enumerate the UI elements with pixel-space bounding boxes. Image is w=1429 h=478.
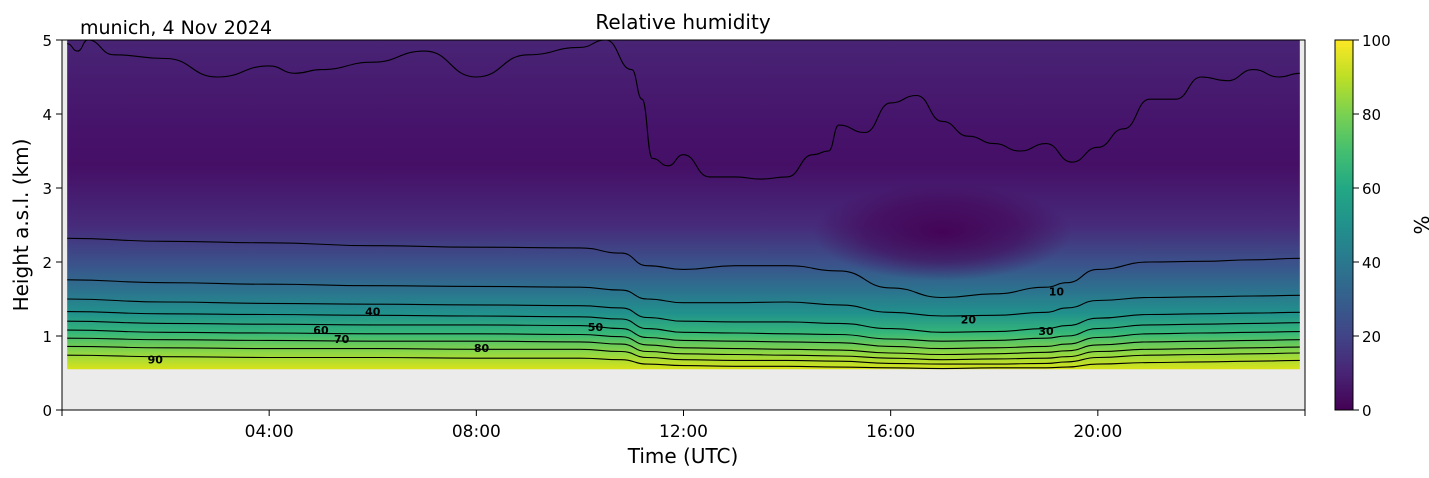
y-tick-label: 2 [42, 254, 52, 272]
y-tick-label: 3 [42, 180, 52, 198]
chart-title: Relative humidity [595, 10, 770, 34]
contour-label-20: 20 [961, 314, 977, 327]
colorbar-tick-label: 20 [1362, 328, 1381, 346]
contour-line-20 [67, 279, 1300, 317]
upper-contour-line [67, 40, 1300, 180]
y-axis: 0 1 2 3 4 5 [42, 32, 62, 420]
contour-line-70 [67, 337, 1300, 361]
colorbar-tick-label: 60 [1362, 180, 1381, 198]
contour-line-50 [67, 320, 1300, 350]
x-tick-label: 04:00 [245, 422, 294, 442]
contour-label-50: 50 [588, 321, 604, 334]
contour-label-10: 10 [1049, 286, 1065, 299]
contour-line-30 [67, 298, 1300, 333]
contour-label-30: 30 [1038, 325, 1054, 338]
colorbar-tick-label: 40 [1362, 254, 1381, 272]
contour-line-60 [67, 329, 1300, 356]
contour-line-80 [67, 345, 1300, 365]
contour-line-40 [67, 311, 1300, 342]
contour-lines [67, 40, 1300, 370]
x-tick-label: 08:00 [452, 422, 501, 442]
contour-label-90: 90 [148, 354, 164, 367]
y-axis-label: Height a.s.l. (km) [9, 139, 33, 312]
colorbar: 0 20 40 60 80 100 % [1334, 32, 1429, 420]
colorbar-tick-label: 100 [1362, 32, 1391, 50]
y-tick-label: 4 [42, 106, 52, 124]
plot-area: 10 20 30 40 50 60 70 80 90 [62, 40, 1305, 410]
dry-region [812, 184, 1072, 281]
colorbar-gradient [1334, 39, 1354, 411]
colorbar-tick-label: 80 [1362, 106, 1381, 124]
x-tick-label: 12:00 [659, 422, 708, 442]
x-tick-label: 16:00 [866, 422, 915, 442]
contour-line-10 [67, 237, 1300, 299]
contour-labels: 10 20 30 40 50 60 70 80 90 [148, 286, 1065, 367]
x-axis: 04:00 08:00 12:00 16:00 20:00 [61, 410, 1306, 442]
contour-label-70: 70 [334, 333, 350, 346]
y-tick-label: 1 [42, 328, 52, 346]
humidity-field [67, 40, 1300, 370]
contour-label-60: 60 [313, 324, 329, 337]
x-tick-label: 20:00 [1073, 422, 1122, 442]
y-tick-label: 5 [42, 32, 52, 50]
colorbar-tick-label: 0 [1362, 402, 1372, 420]
contour-line-90 [67, 354, 1300, 370]
colorbar-label: % [1409, 215, 1429, 234]
contour-label-40: 40 [365, 306, 381, 319]
y-tick-label: 0 [42, 402, 52, 420]
contour-label-80: 80 [474, 342, 490, 355]
chart-location-date: munich, 4 Nov 2024 [80, 17, 272, 39]
colorbar-ticks: 0 20 40 60 80 100 [1353, 32, 1391, 420]
x-axis-label: Time (UTC) [627, 444, 739, 468]
